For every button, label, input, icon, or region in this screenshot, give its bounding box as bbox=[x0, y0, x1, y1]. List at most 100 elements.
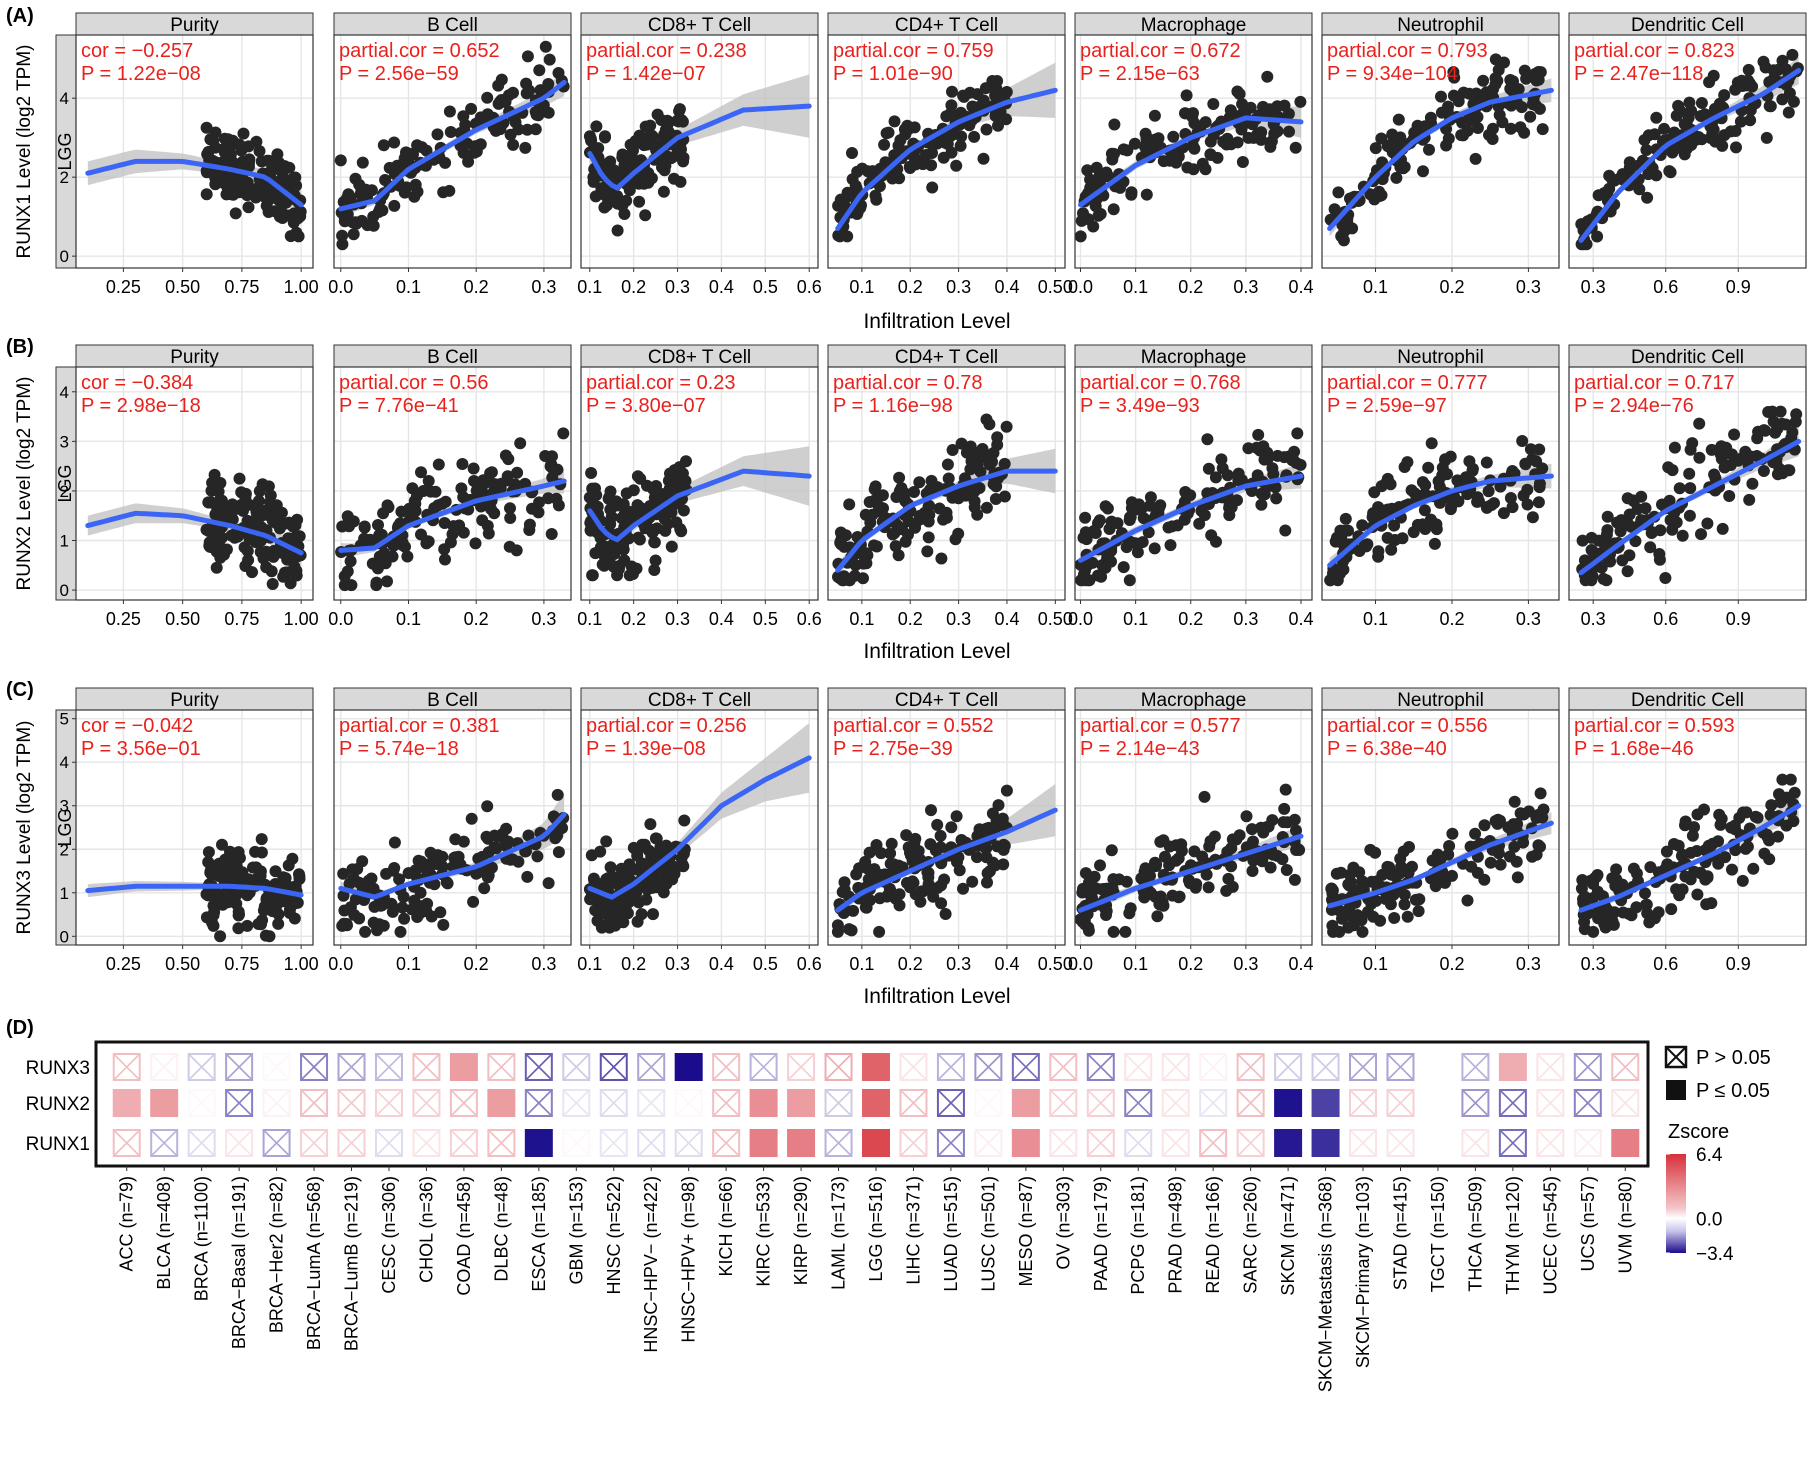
x-tick-label: 0.2 bbox=[621, 277, 646, 297]
y-tick-label: 4 bbox=[60, 89, 69, 108]
data-point bbox=[611, 224, 624, 237]
cell-outline bbox=[300, 1129, 329, 1157]
data-point bbox=[642, 844, 655, 857]
cell-outline bbox=[1199, 1089, 1228, 1117]
x-tick-label: 0.2 bbox=[1178, 954, 1203, 974]
cell-cross bbox=[226, 1090, 252, 1116]
data-point bbox=[1090, 161, 1103, 174]
x-tick-label: 0.6 bbox=[797, 609, 822, 629]
data-point bbox=[289, 531, 302, 544]
data-point bbox=[551, 788, 564, 801]
cell-cross bbox=[1275, 1054, 1301, 1080]
heatmap-cell-crossed bbox=[936, 1089, 965, 1117]
data-point bbox=[1199, 116, 1212, 129]
heatmap-column-label: THYM (n=120) bbox=[1503, 1176, 1523, 1295]
cell-outline bbox=[1086, 1129, 1115, 1157]
data-point bbox=[586, 482, 599, 495]
data-point bbox=[1435, 90, 1447, 103]
data-point bbox=[1167, 130, 1180, 143]
cell-outline bbox=[1461, 1053, 1490, 1081]
heatmap-cell-crossed bbox=[637, 1129, 666, 1157]
heatmap-column-label: KICH (n=66) bbox=[716, 1176, 736, 1277]
cell-cross bbox=[114, 1130, 140, 1156]
data-point bbox=[971, 458, 984, 471]
data-point bbox=[1222, 872, 1235, 885]
heatmap-cell-crossed bbox=[1161, 1053, 1190, 1081]
data-point bbox=[1601, 524, 1614, 537]
correlation-label: partial.cor = 0.552 bbox=[833, 715, 994, 737]
data-point bbox=[401, 550, 414, 563]
x-tick-label: 0.6 bbox=[1653, 954, 1678, 974]
data-point bbox=[485, 503, 497, 515]
p-value-label: P = 2.75e−39 bbox=[833, 738, 953, 760]
data-point bbox=[531, 850, 544, 863]
cell-outline bbox=[1536, 1089, 1565, 1117]
heatmap-cell-significant bbox=[1011, 1089, 1040, 1117]
cell-outline bbox=[1049, 1129, 1078, 1157]
data-point bbox=[1466, 462, 1479, 475]
heatmap-cell-crossed bbox=[1573, 1053, 1602, 1081]
correlation-label: partial.cor = 0.593 bbox=[1574, 715, 1735, 737]
data-point bbox=[634, 472, 647, 485]
data-point bbox=[545, 528, 558, 540]
data-point bbox=[1533, 477, 1546, 490]
cell-outline bbox=[374, 1053, 403, 1081]
data-point bbox=[1666, 523, 1679, 536]
plot-border bbox=[333, 709, 572, 946]
data-point bbox=[1080, 533, 1093, 546]
data-point bbox=[638, 139, 650, 152]
data-point bbox=[336, 229, 349, 242]
plot-contents bbox=[828, 367, 1065, 600]
fit-line bbox=[1578, 68, 1802, 243]
legend-box bbox=[1664, 1045, 1688, 1069]
data-point bbox=[490, 842, 503, 855]
x-axis-title-a: Infiltration Level bbox=[863, 310, 1010, 333]
plot-border bbox=[1321, 34, 1560, 269]
data-point bbox=[927, 890, 940, 903]
data-point bbox=[949, 533, 962, 546]
data-point bbox=[347, 228, 360, 241]
data-point bbox=[1517, 808, 1530, 821]
x-tick-label: 0.3 bbox=[1516, 954, 1541, 974]
data-point bbox=[666, 151, 679, 164]
heatmap-cell-crossed bbox=[300, 1129, 329, 1157]
data-point bbox=[250, 872, 263, 885]
plot-border bbox=[333, 366, 572, 601]
data-point bbox=[1342, 909, 1355, 922]
heatmap-column-label: SKCM (n=471) bbox=[1278, 1176, 1298, 1296]
data-point bbox=[259, 191, 272, 204]
data-point bbox=[1536, 123, 1549, 136]
data-point bbox=[1723, 490, 1736, 502]
data-point bbox=[202, 145, 215, 158]
plot-contents bbox=[334, 710, 571, 945]
data-point bbox=[207, 899, 220, 912]
facet-title: Dendritic Cell bbox=[1631, 690, 1744, 711]
data-point bbox=[200, 888, 213, 901]
plot-contents bbox=[1075, 710, 1312, 945]
data-point bbox=[1242, 131, 1255, 144]
data-point bbox=[1356, 925, 1369, 938]
cell-outline bbox=[1386, 1129, 1415, 1157]
data-point bbox=[1718, 461, 1731, 474]
data-point bbox=[229, 207, 242, 220]
fit-line bbox=[338, 478, 567, 553]
plot-border bbox=[1074, 366, 1313, 601]
data-point bbox=[639, 209, 652, 222]
cell-outline bbox=[412, 1053, 441, 1081]
data-point bbox=[1660, 845, 1673, 858]
x-tick-label: 0.4 bbox=[1288, 277, 1313, 297]
data-point bbox=[233, 472, 246, 485]
heatmap-cell-crossed bbox=[1161, 1129, 1190, 1157]
plot-contents bbox=[1075, 35, 1312, 268]
x-tick-label: 0.3 bbox=[531, 277, 556, 297]
panel-label-c: (C) bbox=[6, 679, 34, 701]
data-point bbox=[529, 123, 542, 136]
data-point bbox=[678, 814, 691, 827]
heatmap-cell-crossed bbox=[1086, 1053, 1115, 1081]
data-point bbox=[968, 495, 981, 508]
data-point bbox=[1537, 803, 1550, 816]
data-point bbox=[246, 566, 258, 579]
legend-label-sig: P ≤ 0.05 bbox=[1696, 1080, 1770, 1102]
